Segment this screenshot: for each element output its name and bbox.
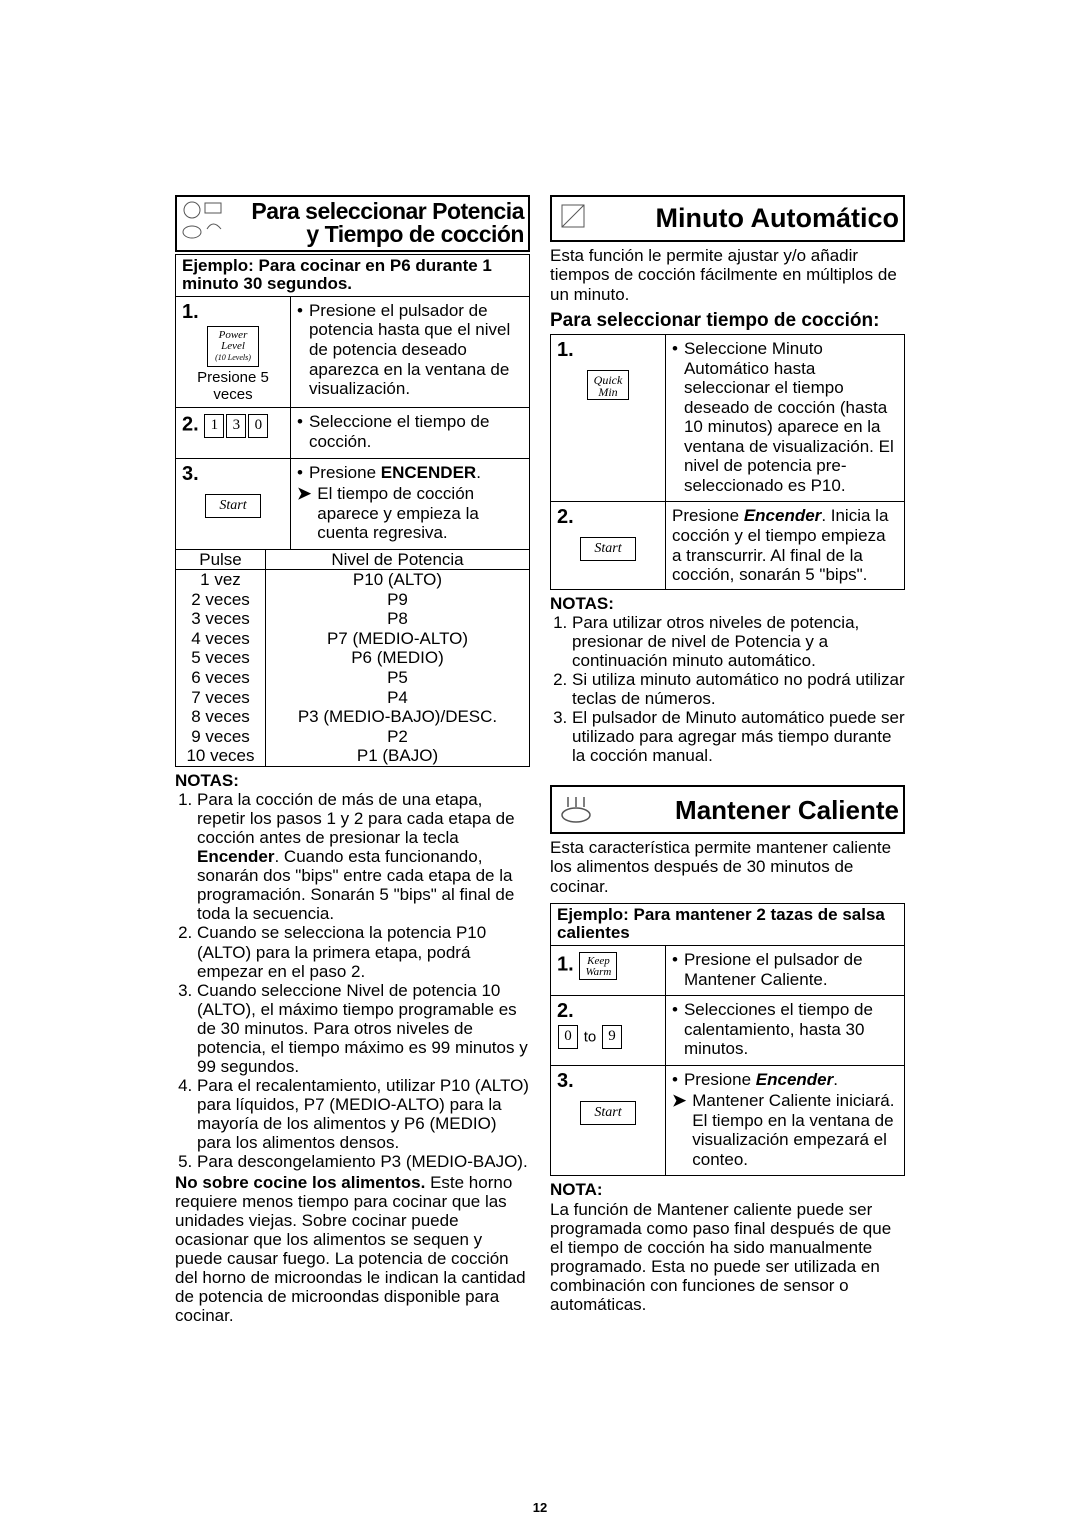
table-row: 10 vecesP1 (BAJO) [176, 746, 530, 766]
note-item: El pulsador de Minuto automático puede s… [572, 708, 905, 765]
step-row: 2. Start Presione Encender. Inicia la co… [551, 502, 905, 589]
section-icon [556, 789, 600, 830]
steps-table-mantener: 1. KeepWarm •Presione el pulsador de Man… [550, 945, 905, 1176]
step-number: 3. [557, 1070, 659, 1093]
step-number: 3. [182, 463, 284, 486]
note-item: Para la cocción de más de una etapa, rep… [197, 790, 530, 923]
arrow-icon: ➤ [297, 484, 311, 543]
col-pulse: Pulse [176, 550, 266, 570]
section-header-potencia: Para seleccionar Potencia y Tiempo de co… [175, 195, 530, 252]
start-button-icon: Start [580, 1101, 636, 1125]
notes-header: NOTAS: [550, 594, 905, 614]
step-text: Presione el pulsador de potencia hasta q… [309, 301, 523, 399]
minuto-subheader: Para seleccionar tiempo de cocción: [550, 310, 905, 332]
nota-text: La función de Mantener caliente puede se… [550, 1200, 905, 1314]
nota-header: NOTA: [550, 1180, 905, 1200]
step-row: 3. Start •Presione Encender. ➤Mantener C… [551, 1065, 905, 1176]
keypad-icon: 1 [204, 414, 224, 438]
step-number: 1. [182, 301, 284, 324]
start-button-icon: Start [205, 494, 261, 518]
step-number: 2. [182, 414, 199, 436]
col-level: Nivel de Potencia [266, 550, 530, 570]
keep-warm-button-icon: KeepWarm [579, 952, 617, 980]
note-item: Cuando se selecciona la potencia P10 (AL… [197, 923, 530, 980]
notes-header: NOTAS: [175, 771, 530, 791]
keypad-icon: 0 [248, 414, 268, 438]
start-button-icon: Start [580, 537, 636, 561]
section-icon [181, 199, 225, 248]
step-text: Selecciones el tiempo de calentamiento, … [684, 1000, 898, 1059]
table-header-row: PulseNivel de Potencia [176, 550, 530, 570]
section-icon [556, 199, 600, 238]
note-item: Para el recalentamiento, utilizar P10 (A… [197, 1076, 530, 1152]
table-row: 9 vecesP2 [176, 727, 530, 747]
section-header-minuto: Minuto Automático [550, 195, 905, 242]
section-title-text: Mantener Caliente [600, 797, 899, 823]
section-title-text: Minuto Automático [600, 205, 899, 232]
minuto-description: Esta función le permite ajustar y/o añad… [550, 246, 905, 305]
left-column: Para seleccionar Potencia y Tiempo de co… [175, 195, 530, 1325]
steps-table-potencia: 1. PowerLevel(10 Levels) Presione 5 vece… [175, 296, 530, 550]
step-number: 2. [557, 506, 659, 529]
keypad-icon: 3 [226, 414, 246, 438]
notes-list-minuto: Para utilizar otros niveles de potencia,… [550, 613, 905, 765]
table-row: 7 vecesP4 [176, 688, 530, 708]
title-line2: y Tiempo de cocción [306, 221, 524, 247]
section-header-mantener: Mantener Caliente [550, 785, 905, 834]
table-row: 6 vecesP5 [176, 668, 530, 688]
right-column: Minuto Automático Esta función le permit… [550, 195, 905, 1325]
table-row: 4 vecesP7 (MEDIO-ALTO) [176, 629, 530, 649]
quick-min-button-icon: QuickMin [587, 370, 629, 400]
power-level-button-icon: PowerLevel(10 Levels) [207, 326, 259, 367]
overcook-warning: No sobre cocine los alimentos. Este horn… [175, 1173, 530, 1325]
page-content: Para seleccionar Potencia y Tiempo de co… [175, 195, 905, 1325]
step-row: 1. KeepWarm •Presione el pulsador de Man… [551, 945, 905, 995]
step-text: Seleccione el tiempo de cocción. [309, 412, 523, 451]
step-row: 2. 130 •Seleccione el tiempo de cocción. [176, 408, 530, 458]
step-number: 1. [557, 339, 659, 362]
arrow-text: El tiempo de cocción aparece y empieza l… [317, 484, 523, 543]
keypad-icon: 0 [558, 1025, 578, 1049]
note-item: Para utilizar otros niveles de potencia,… [572, 613, 905, 670]
mantener-description: Esta característica permite mantener cal… [550, 838, 905, 897]
step-text: Seleccione Minuto Automático hasta selec… [684, 339, 898, 495]
step-number: 1. [557, 953, 574, 975]
step-row: 3. Start •Presione ENCENDER. ➤El tiempo … [176, 458, 530, 549]
table-row: 2 vecesP9 [176, 590, 530, 610]
table-row: 3 vecesP8 [176, 609, 530, 629]
note-item: Para descongelamiento P3 (MEDIO-BAJO). [197, 1152, 530, 1171]
table-row: 1 vezP10 (ALTO) [176, 570, 530, 590]
table-row: 8 vecesP3 (MEDIO-BAJO)/DESC. [176, 707, 530, 727]
step-text: Presione ENCENDER. [309, 463, 481, 483]
power-level-table: PulseNivel de Potencia 1 vezP10 (ALTO) 2… [175, 550, 530, 767]
example-header: Ejemplo: Para cocinar en P6 durante 1 mi… [175, 254, 530, 296]
example-header-mantener: Ejemplo: Para mantener 2 tazas de salsa … [550, 903, 905, 945]
steps-table-minuto: 1. QuickMin •Seleccione Minuto Automátic… [550, 334, 905, 590]
step-row: 2. 0 to 9 •Selecciones el tiempo de cale… [551, 996, 905, 1066]
to-label: to [584, 1028, 597, 1045]
table-row: 5 vecesP6 (MEDIO) [176, 648, 530, 668]
notes-list: Para la cocción de más de una etapa, rep… [175, 790, 530, 1171]
note-item: Cuando seleccione Nivel de potencia 10 (… [197, 981, 530, 1076]
page-number: 12 [533, 1501, 547, 1516]
arrow-icon: ➤ [672, 1091, 686, 1169]
step-row: 1. PowerLevel(10 Levels) Presione 5 vece… [176, 296, 530, 408]
step-text: Presione Encender. [684, 1070, 838, 1090]
press-caption: Presione 5 veces [182, 369, 284, 404]
arrow-text: Mantener Caliente iniciará. El tiempo en… [692, 1091, 898, 1169]
keypad-icon: 9 [602, 1025, 622, 1049]
step-text: Presione Encender. Inicia la cocción y e… [672, 506, 898, 584]
note-item: Si utiliza minuto automático no podrá ut… [572, 670, 905, 708]
step-number: 2. [557, 1000, 574, 1022]
step-row: 1. QuickMin •Seleccione Minuto Automátic… [551, 335, 905, 502]
step-text: Presione el pulsador de Mantener Calient… [684, 950, 898, 989]
section-title-text: Para seleccionar Potencia y Tiempo de co… [225, 200, 524, 246]
